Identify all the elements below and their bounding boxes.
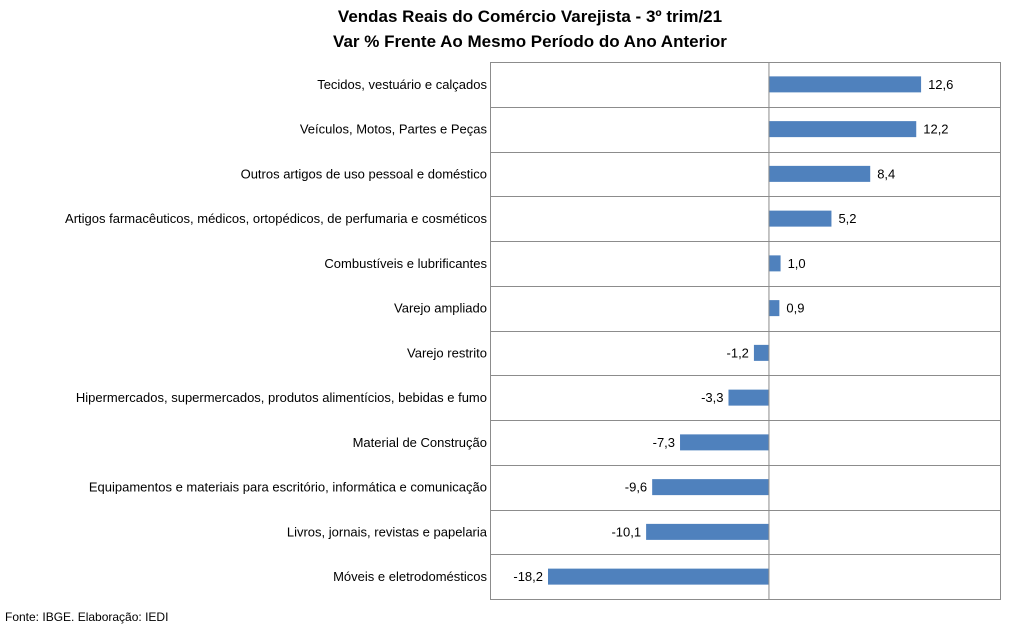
bar [680, 434, 769, 451]
data-label: -10,1 [611, 524, 641, 539]
data-label: 12,2 [923, 122, 948, 137]
data-label: -3,3 [701, 390, 723, 405]
bar [768, 76, 922, 93]
chart-title-line2: Var % Frente Ao Mesmo Período do Ano Ant… [333, 32, 727, 51]
data-label: 1,0 [788, 256, 806, 271]
bar [768, 165, 871, 182]
plot-border [490, 62, 1001, 600]
data-label: -7,3 [653, 435, 675, 450]
category-label: Hipermercados, supermercados, produtos a… [76, 390, 487, 405]
source-note: Fonte: IBGE. Elaboração: IEDI [5, 610, 169, 624]
chart-title: Vendas Reais do Comércio Varejista - 3º … [0, 4, 1013, 54]
category-label: Móveis e eletrodomésticos [333, 569, 487, 584]
category-label: Tecidos, vestuário e calçados [317, 77, 487, 92]
data-label: 8,4 [877, 166, 895, 181]
bar [652, 479, 769, 496]
bar [768, 121, 917, 138]
bar [768, 300, 780, 317]
category-label: Material de Construção [353, 435, 487, 450]
category-label: Combustíveis e lubrificantes [324, 256, 487, 271]
bar [728, 389, 769, 406]
data-label: 0,9 [786, 301, 804, 316]
bar [548, 568, 769, 585]
bar [753, 344, 769, 361]
category-label: Varejo restrito [407, 345, 487, 360]
bar [768, 255, 781, 272]
data-label: -18,2 [513, 569, 543, 584]
data-label: -9,6 [625, 480, 647, 495]
category-label: Livros, jornais, revistas e papelaria [287, 524, 488, 539]
category-label: Artigos farmacêuticos, médicos, ortopédi… [65, 211, 487, 226]
data-label: 5,2 [838, 211, 856, 226]
category-label: Outros artigos de uso pessoal e doméstic… [241, 166, 487, 181]
category-label: Veículos, Motos, Partes e Peças [300, 122, 488, 137]
bar [768, 210, 832, 227]
bar [646, 523, 769, 540]
data-label: 12,6 [928, 77, 953, 92]
category-label: Varejo ampliado [394, 301, 487, 316]
category-label: Equipamentos e materiais para escritório… [89, 480, 487, 495]
data-label: -1,2 [727, 345, 749, 360]
chart-title-line1: Vendas Reais do Comércio Varejista - 3º … [337, 7, 723, 26]
